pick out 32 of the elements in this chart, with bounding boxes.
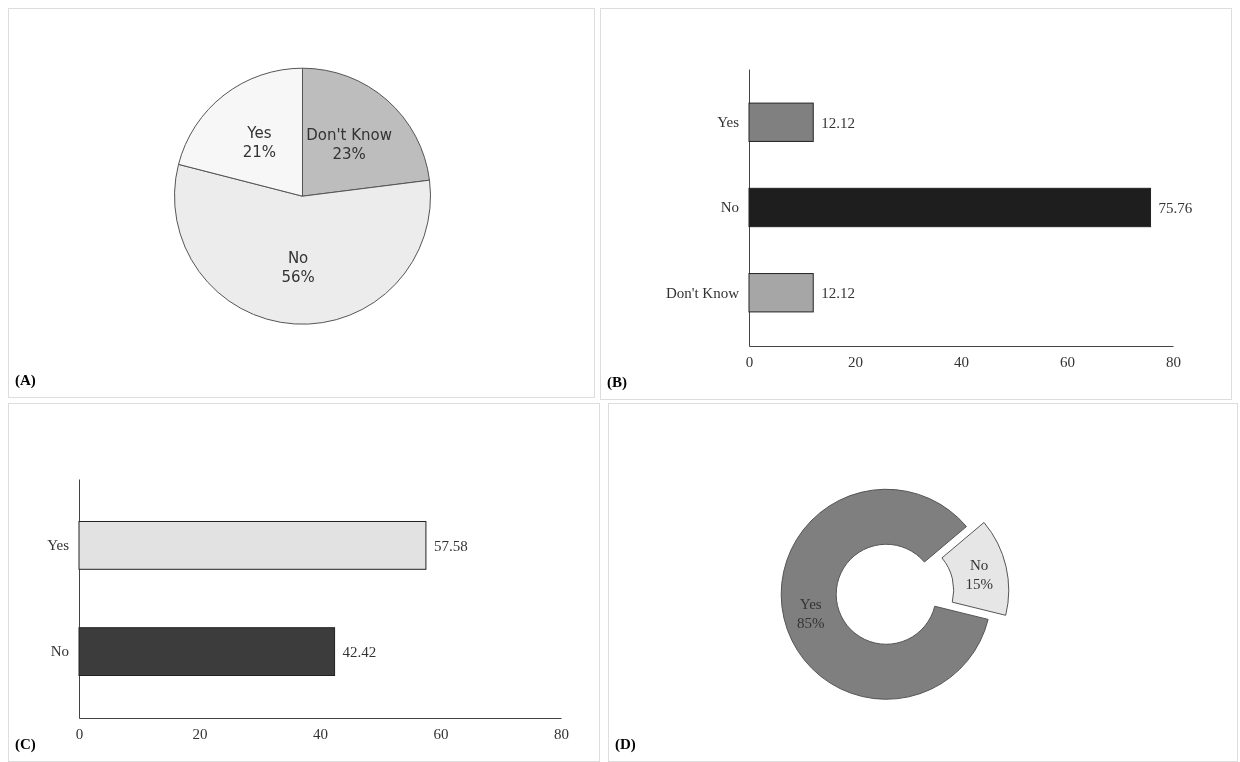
data-label: 15% xyxy=(965,575,993,592)
x-tick-label: 20 xyxy=(848,353,863,370)
y-tick-label: Yes xyxy=(717,114,740,131)
x-tick-label: 20 xyxy=(192,725,208,742)
x-tick-label: 80 xyxy=(554,725,569,742)
slice-label: Yes xyxy=(246,123,272,142)
slice-label: Don't Know xyxy=(306,126,392,145)
slice-label: No xyxy=(287,249,309,268)
data-label: 12.12 xyxy=(821,114,855,131)
data-label: 21% xyxy=(242,142,277,161)
data-label: 12.12 xyxy=(821,284,855,301)
text: (A) xyxy=(15,372,36,389)
slice-label: Yes xyxy=(799,595,822,612)
text: (C) xyxy=(15,736,36,753)
data-label: 85% xyxy=(796,614,825,631)
x-tick-label: 60 xyxy=(433,725,449,742)
y-tick-label: No xyxy=(720,199,739,216)
x-tick-label: 40 xyxy=(313,725,328,742)
x-tick-label: 60 xyxy=(1060,353,1075,370)
data-label: 57.58 xyxy=(433,537,468,554)
text: (D) xyxy=(615,736,636,753)
data-label: 56% xyxy=(281,268,315,287)
x-tick-label: 0 xyxy=(745,353,754,370)
data-label: 23% xyxy=(332,145,366,164)
x-tick-label: 40 xyxy=(954,353,969,370)
x-tick-label: 80 xyxy=(1166,353,1181,370)
data-label: 42.42 xyxy=(342,643,377,660)
text: (B) xyxy=(607,374,627,391)
x-tick-label: 0 xyxy=(75,725,84,742)
slice-label: No xyxy=(970,556,989,573)
y-tick-label: Don't Know xyxy=(665,284,740,301)
data-label: 75.76 xyxy=(1158,199,1193,216)
